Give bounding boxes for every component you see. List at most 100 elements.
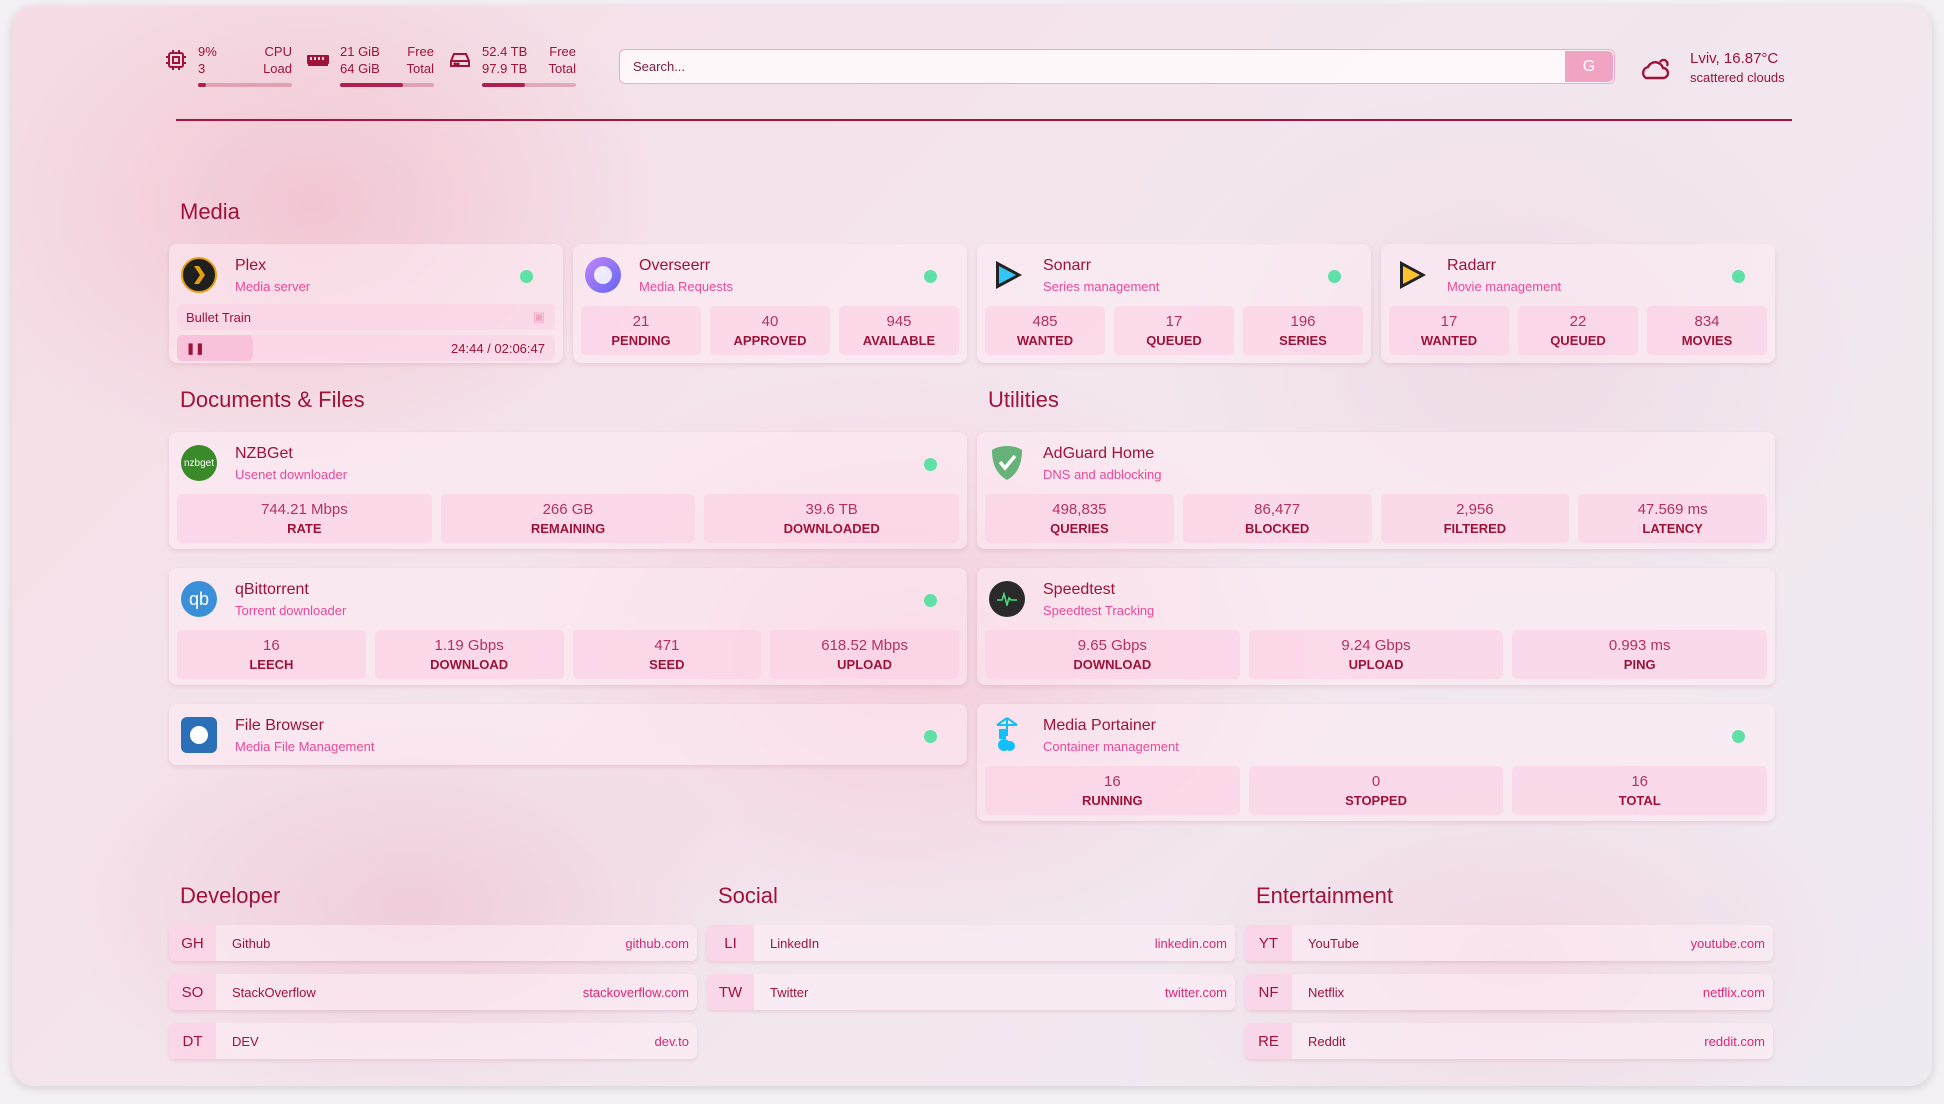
service-card-adguard[interactable]: AdGuard Home DNS and adblocking 498,835 QUE…	[977, 432, 1775, 549]
service-card-overseerr[interactable]: Overseerr Media Requests 21 PENDING 40 APPROV…	[573, 244, 967, 363]
service-name: NZBGet	[235, 444, 293, 462]
service-description: Usenet downloader	[235, 466, 348, 482]
service-card-speedtest[interactable]: Speedtest Speedtest Tracking 9.65 Gbps DOWN…	[977, 568, 1775, 685]
stat-movies: 834 MOVIES	[1647, 306, 1767, 355]
bookmark-url: twitter.com	[1164, 984, 1227, 1000]
stat-value: 9.24 Gbps	[1341, 637, 1411, 654]
stat-label: MOVIES	[1681, 333, 1733, 348]
stat-label: AVAILABLE	[862, 333, 936, 348]
qbittorrent-logo-icon: qb	[181, 581, 217, 617]
stat-value: 834	[1694, 313, 1720, 330]
stat-total: 16 TOTAL	[1512, 766, 1768, 815]
stat-label: BLOCKED	[1244, 521, 1310, 536]
free-label: Free	[407, 44, 434, 59]
adguard-logo-icon	[989, 445, 1025, 481]
bookmark-reddit[interactable]: RE Reddit reddit.com	[1245, 1023, 1773, 1059]
bookmark-abbr: YT	[1245, 925, 1292, 961]
service-name: qBittorrent	[235, 580, 309, 598]
stat-value: 17	[1165, 313, 1183, 330]
stat-label: DOWNLOAD	[430, 657, 509, 672]
group-title-social: Social	[718, 883, 778, 908]
stat-queued: 22 QUEUED	[1518, 306, 1638, 355]
disk-total-value: 97.9 TB	[482, 61, 528, 76]
group-title-media: Media	[180, 199, 240, 224]
status-dot	[1732, 730, 1745, 743]
total-label: Total	[406, 61, 434, 76]
pause-icon[interactable]: ❚❚	[186, 342, 205, 355]
bookmark-abbr: NF	[1245, 974, 1292, 1010]
stat-label: QUEUED	[1550, 333, 1606, 348]
stat-upload: 618.52 Mbps UPLOAD	[770, 630, 959, 679]
total-label: Total	[548, 61, 576, 76]
bookmark-github[interactable]: GH Github github.com	[169, 925, 697, 961]
stat-label: APPROVED	[733, 333, 807, 348]
stat-upload: 9.24 Gbps UPLOAD	[1248, 630, 1504, 679]
now-playing-title: Bullet Train	[186, 309, 252, 325]
service-description: Media server	[235, 278, 311, 294]
service-name: Radarr	[1447, 256, 1496, 274]
service-name: File Browser	[235, 716, 324, 734]
stat-value: 39.6 TB	[805, 501, 858, 518]
service-card-nzbget[interactable]: nzbget NZBGet Usenet downloader 744.21 Mbps…	[169, 432, 967, 549]
service-description: Media File Management	[235, 738, 375, 754]
stat-label: DOWNLOAD	[1073, 657, 1152, 672]
service-stats: 21 PENDING 40 APPROVED 945 AVAILABLE	[581, 306, 959, 355]
service-card-sonarr[interactable]: Sonarr Series management 485 WANTED 17 QUEUED…	[977, 244, 1371, 363]
stat-value: 1.19 Gbps	[434, 637, 504, 654]
stat-series: 196 SERIES	[1243, 306, 1363, 355]
service-name: Plex	[235, 256, 267, 274]
bookmark-linkedin[interactable]: LI LinkedIn linkedin.com	[707, 925, 1235, 961]
stat-value: 47.569 ms	[1637, 501, 1708, 518]
stat-value: 16	[263, 637, 280, 654]
service-stats: 16 RUNNING 0 STOPPED 16 TOTAL	[985, 766, 1768, 815]
stat-filtered: 2,956 FILTERED	[1380, 494, 1570, 543]
bookmark-name: Netflix	[1308, 984, 1345, 1000]
disk-free-value: 52.4 TB	[482, 44, 528, 59]
stat-label: SERIES	[1279, 333, 1327, 348]
cpu-widget: 9% CPU 3 Load	[164, 43, 292, 87]
stat-blocked: 86,477 BLOCKED	[1182, 494, 1372, 543]
service-name: AdGuard Home	[1043, 444, 1155, 462]
stat-seed: 471 SEED	[572, 630, 762, 679]
bookmark-url: github.com	[625, 935, 689, 951]
search-provider-button[interactable]: G	[1565, 51, 1613, 82]
service-card-radarr[interactable]: Radarr Movie management 17 WANTED 22 QUEUED 83…	[1381, 244, 1775, 363]
status-dot	[1328, 270, 1341, 283]
stat-remaining: 266 GB REMAINING	[440, 494, 696, 543]
service-card-plex[interactable]: Plex Media server Bullet Train ▣ ❚❚ 24:44 / …	[169, 244, 563, 363]
stat-value: 618.52 Mbps	[821, 637, 908, 654]
service-card-portainer[interactable]: Media Portainer Container management 16 RUN…	[977, 704, 1775, 821]
stat-label: WANTED	[1016, 333, 1074, 348]
weather-widget[interactable]: Lviv, 16.87°C scattered clouds	[1638, 50, 1785, 85]
bookmark-netflix[interactable]: NF Netflix netflix.com	[1245, 974, 1773, 1010]
service-description: Torrent downloader	[235, 602, 347, 618]
stat-label: RATE	[287, 521, 322, 536]
bookmark-url: dev.to	[654, 1033, 689, 1049]
bookmark-dev[interactable]: DT DEV dev.to	[169, 1023, 697, 1059]
service-card-filebrowser[interactable]: File Browser Media File Management	[169, 704, 967, 765]
bookmark-abbr: GH	[169, 925, 216, 961]
stat-label: PENDING	[611, 333, 671, 348]
stat-label: SEED	[649, 657, 685, 672]
search-input[interactable]	[620, 59, 1565, 74]
bookmark-twitter[interactable]: TW Twitter twitter.com	[707, 974, 1235, 1010]
service-card-qbittorrent[interactable]: qb qBittorrent Torrent downloader 16 LEECH 1.…	[169, 568, 967, 685]
stat-queued: 17 QUEUED	[1114, 306, 1234, 355]
bookmark-name: LinkedIn	[770, 935, 820, 951]
bookmark-stackoverflow[interactable]: SO StackOverflow stackoverflow.com	[169, 974, 697, 1010]
stat-label: QUERIES	[1050, 521, 1109, 536]
memory-widget: 21 GiB Free 64 GiB Total	[306, 43, 434, 87]
stat-label: PING	[1623, 657, 1656, 672]
bookmarks-developer: GH Github github.com SO StackOverflow stackov…	[169, 925, 697, 1072]
memory-icon	[307, 55, 329, 66]
bookmark-name: Github	[232, 935, 271, 951]
bookmark-url: reddit.com	[1704, 1033, 1765, 1049]
bookmark-name: DEV	[232, 1033, 259, 1049]
overseerr-logo-icon	[585, 257, 621, 293]
free-label: Free	[549, 44, 576, 59]
bookmark-youtube[interactable]: YT YouTube youtube.com	[1245, 925, 1773, 961]
stat-label: FILTERED	[1443, 521, 1507, 536]
status-dot	[924, 458, 937, 471]
stat-ping: 0.993 ms PING	[1512, 630, 1768, 679]
group-title-developer: Developer	[180, 883, 281, 908]
